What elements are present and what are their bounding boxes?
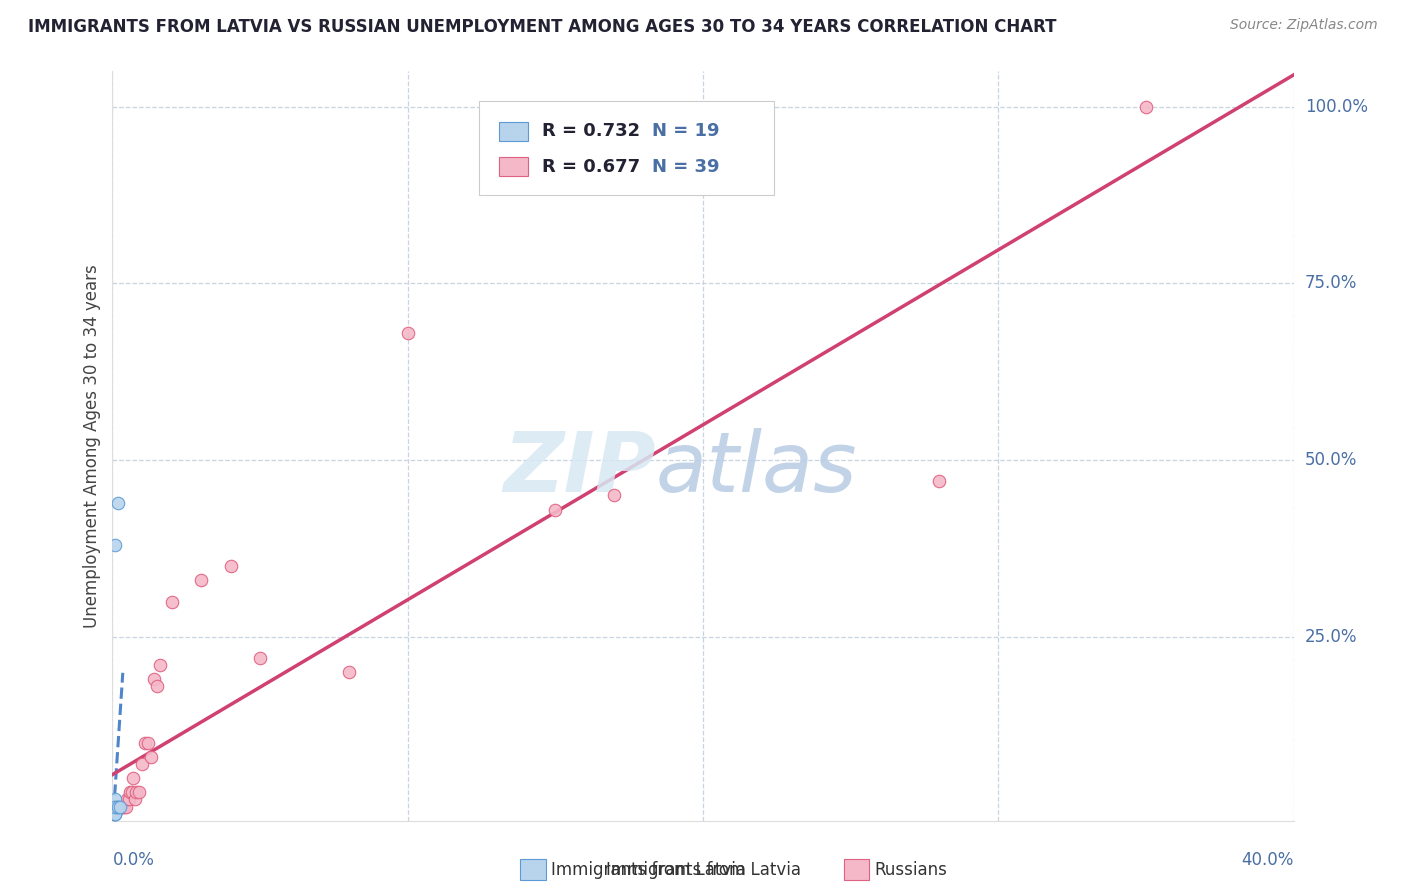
- Y-axis label: Unemployment Among Ages 30 to 34 years: Unemployment Among Ages 30 to 34 years: [83, 264, 101, 628]
- Text: N = 39: N = 39: [652, 158, 720, 176]
- Text: 0.0%: 0.0%: [112, 851, 155, 869]
- Text: 40.0%: 40.0%: [1241, 851, 1294, 869]
- Text: Immigrants from Latvia: Immigrants from Latvia: [551, 861, 747, 879]
- Text: 50.0%: 50.0%: [1305, 451, 1357, 469]
- Text: Immigrants from Latvia: Immigrants from Latvia: [606, 861, 800, 879]
- Text: 25.0%: 25.0%: [1305, 628, 1357, 646]
- Bar: [499, 157, 529, 176]
- Text: Source: ZipAtlas.com: Source: ZipAtlas.com: [1230, 18, 1378, 32]
- Text: IMMIGRANTS FROM LATVIA VS RUSSIAN UNEMPLOYMENT AMONG AGES 30 TO 34 YEARS CORRELA: IMMIGRANTS FROM LATVIA VS RUSSIAN UNEMPL…: [28, 18, 1057, 36]
- Text: ZIP: ZIP: [503, 428, 655, 509]
- Text: 75.0%: 75.0%: [1305, 275, 1357, 293]
- Text: R = 0.732: R = 0.732: [543, 122, 641, 140]
- Text: R = 0.677: R = 0.677: [543, 158, 641, 176]
- Text: 100.0%: 100.0%: [1305, 98, 1368, 116]
- Text: N = 19: N = 19: [652, 122, 720, 140]
- Text: Russians: Russians: [875, 861, 948, 879]
- FancyBboxPatch shape: [478, 102, 773, 195]
- Text: atlas: atlas: [655, 428, 858, 509]
- Bar: [499, 122, 529, 141]
